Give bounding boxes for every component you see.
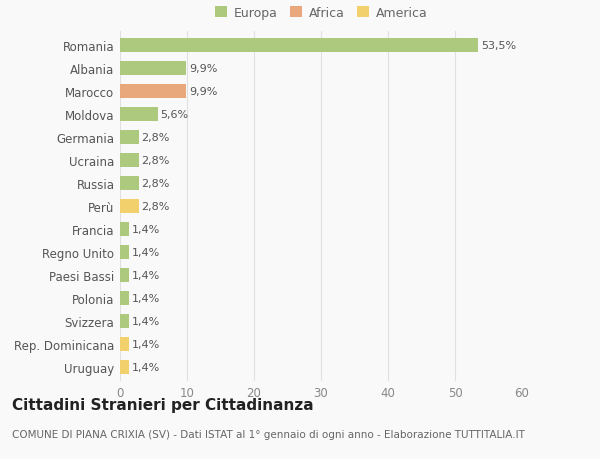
- Bar: [120, 62, 187, 76]
- Text: 1,4%: 1,4%: [132, 224, 160, 235]
- Bar: [120, 337, 130, 351]
- Text: 2,8%: 2,8%: [142, 156, 170, 166]
- Text: 5,6%: 5,6%: [160, 110, 188, 120]
- Text: 53,5%: 53,5%: [481, 41, 516, 51]
- Text: 9,9%: 9,9%: [189, 87, 217, 97]
- Legend: Europa, Africa, America: Europa, Africa, America: [212, 5, 430, 22]
- Bar: [120, 314, 130, 328]
- Bar: [120, 291, 130, 305]
- Bar: [120, 85, 187, 99]
- Text: 9,9%: 9,9%: [189, 64, 217, 74]
- Bar: [120, 108, 158, 122]
- Text: 1,4%: 1,4%: [132, 316, 160, 326]
- Text: 1,4%: 1,4%: [132, 293, 160, 303]
- Text: 1,4%: 1,4%: [132, 339, 160, 349]
- Bar: [120, 269, 130, 282]
- Bar: [120, 200, 139, 213]
- Text: Cittadini Stranieri per Cittadinanza: Cittadini Stranieri per Cittadinanza: [12, 397, 314, 412]
- Bar: [120, 131, 139, 145]
- Bar: [120, 223, 130, 236]
- Text: 2,8%: 2,8%: [142, 179, 170, 189]
- Text: 2,8%: 2,8%: [142, 133, 170, 143]
- Text: 2,8%: 2,8%: [142, 202, 170, 212]
- Bar: [120, 246, 130, 259]
- Bar: [120, 177, 139, 190]
- Bar: [120, 39, 478, 53]
- Bar: [120, 360, 130, 374]
- Text: 1,4%: 1,4%: [132, 270, 160, 280]
- Text: 1,4%: 1,4%: [132, 362, 160, 372]
- Text: COMUNE DI PIANA CRIXIA (SV) - Dati ISTAT al 1° gennaio di ogni anno - Elaborazio: COMUNE DI PIANA CRIXIA (SV) - Dati ISTAT…: [12, 429, 525, 439]
- Bar: [120, 154, 139, 168]
- Text: 1,4%: 1,4%: [132, 247, 160, 257]
